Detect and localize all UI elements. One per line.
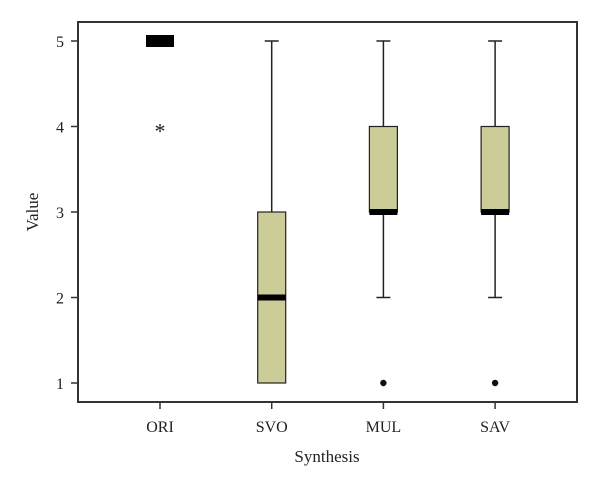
x-tick-label: SAV — [480, 419, 510, 436]
box-iqr — [368, 125, 398, 213]
extreme-point: * — [155, 119, 166, 144]
y-tick-label: 5 — [56, 34, 64, 51]
outlier-point — [380, 379, 387, 387]
outlier-point — [491, 379, 499, 387]
median-line — [481, 209, 510, 215]
y-tick-label: 4 — [56, 120, 64, 137]
box-sav — [480, 40, 510, 387]
y-axis-label: Value — [23, 193, 42, 232]
box-svo — [257, 40, 287, 384]
y-tick-label: 1 — [56, 376, 64, 393]
box-mul — [368, 40, 398, 387]
x-axis-label: Synthesis — [294, 447, 359, 466]
median-line — [146, 35, 174, 47]
x-tick-label: ORI — [146, 419, 174, 436]
median-line — [257, 294, 286, 301]
y-tick-label: 3 — [56, 205, 64, 222]
x-tick-label: SVO — [256, 419, 288, 436]
y-tick-label: 2 — [56, 291, 64, 308]
median-line — [369, 209, 398, 215]
box-iqr — [480, 125, 510, 213]
x-tick-label: MUL — [366, 419, 402, 436]
box-ori: * — [146, 35, 174, 144]
